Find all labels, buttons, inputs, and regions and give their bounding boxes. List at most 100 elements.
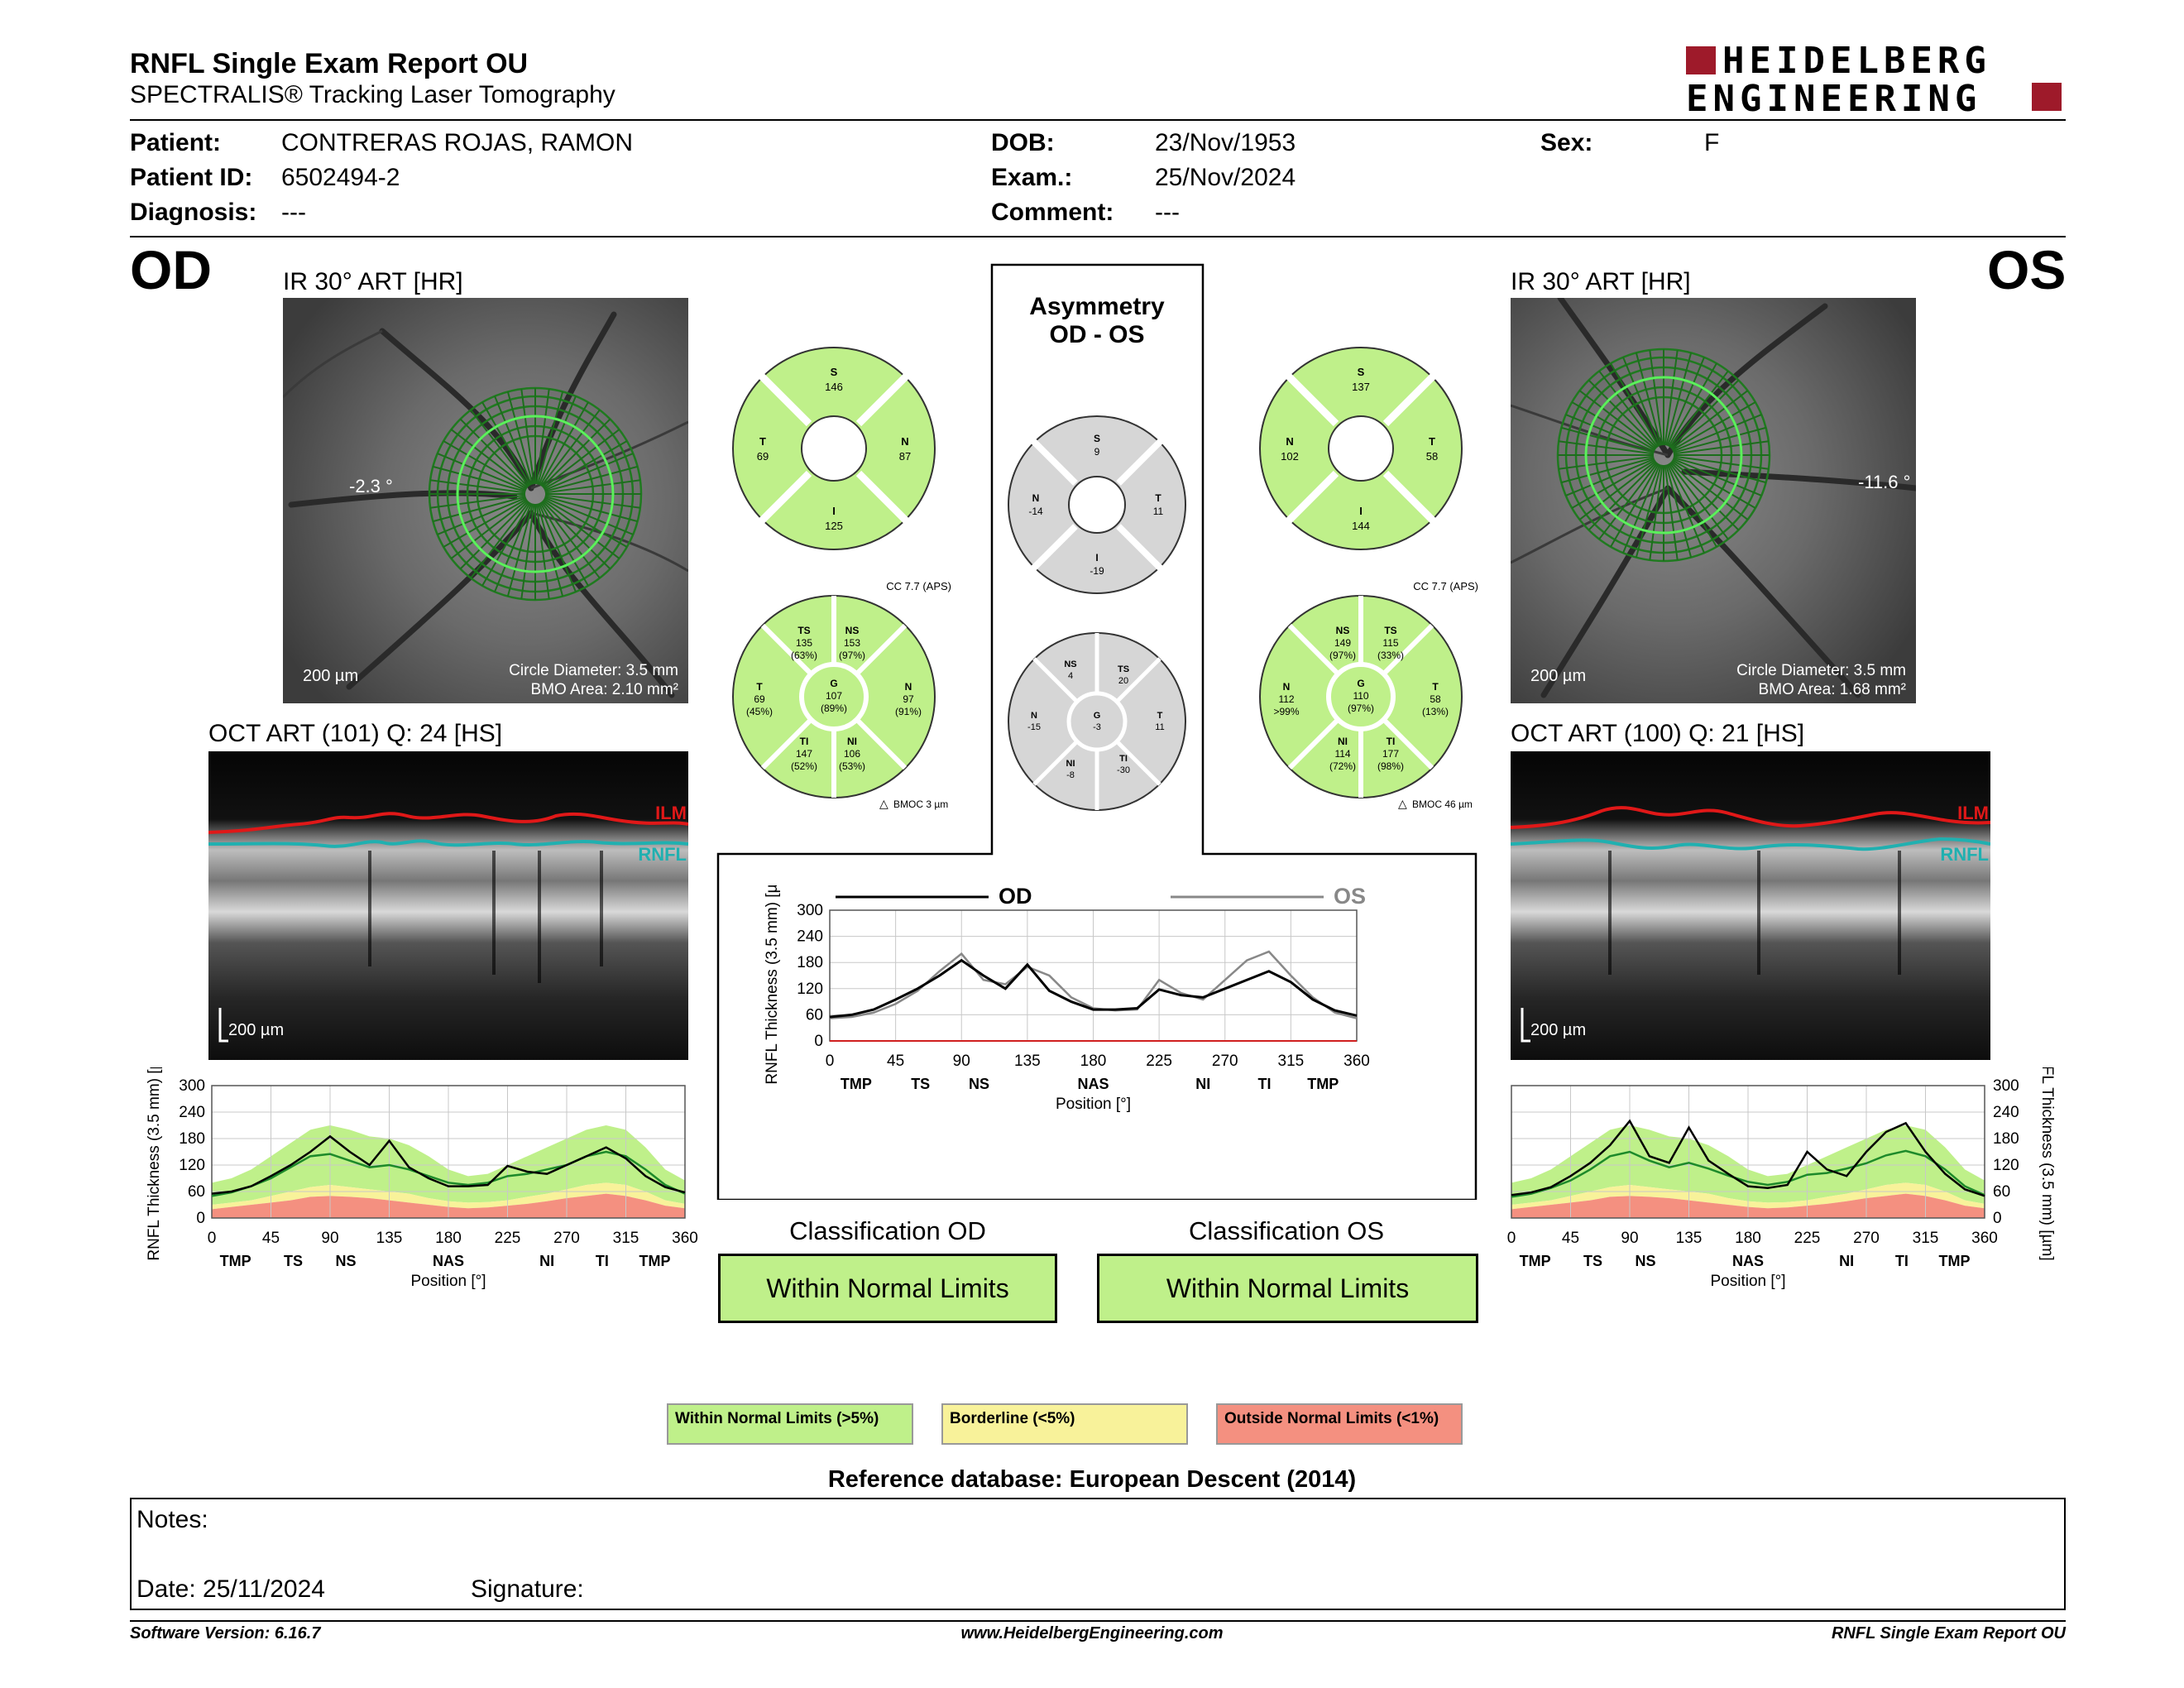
- asym-sec-ts: 20: [1118, 676, 1128, 686]
- os-sector-circle: NS 149 (97%) TS 115 (33%) N 112 >99% G 1…: [1259, 595, 1463, 798]
- od-cc: CC 7.7 (APS): [886, 580, 951, 592]
- legend-normal: Within Normal Limits (>5%): [667, 1403, 913, 1445]
- notes-box[interactable]: Notes: Date: 25/11/2024 Signature:: [130, 1498, 2066, 1610]
- x-tick-label: 135: [376, 1230, 403, 1247]
- od-classification-text: Within Normal Limits: [766, 1273, 1009, 1303]
- comment-value: ---: [1155, 199, 1180, 226]
- od-quad-i: 125: [825, 520, 843, 532]
- od-sec-t-p: (45%): [746, 706, 773, 717]
- asym-quad-t: 11: [1153, 506, 1164, 517]
- os-eye-label: OS: [1987, 239, 2067, 300]
- os-classification-box: Within Normal Limits: [1097, 1254, 1478, 1323]
- sector-label: TMP: [1520, 1253, 1551, 1269]
- os-circle-diameter: Circle Diameter: 3.5 mm: [1736, 662, 1906, 679]
- y-tick-label: 60: [806, 1006, 823, 1024]
- comment-label: Comment:: [991, 199, 1114, 226]
- od-classification-box: Within Normal Limits: [718, 1254, 1057, 1323]
- exam-value: 25/Nov/2024: [1155, 164, 1296, 191]
- od-bmoc: BMOC 3 µm: [893, 798, 948, 810]
- sector-label: TS: [911, 1076, 930, 1092]
- svg-text:TS: TS: [1118, 664, 1129, 674]
- od-sec-ts: 135: [796, 637, 812, 649]
- od-oct-scale: 200 µm: [228, 1021, 285, 1039]
- os-bmoc: BMOC 46 µm: [1412, 798, 1473, 810]
- svg-text:T: T: [1157, 711, 1163, 721]
- od-sec-ns: 153: [844, 637, 860, 649]
- x-tick-label: 0: [826, 1053, 835, 1070]
- os-sec-ns-p: (97%): [1329, 650, 1356, 661]
- y-tick-label: 240: [797, 928, 823, 946]
- svg-text:I: I: [1359, 505, 1363, 517]
- y-tick-label: 180: [1993, 1130, 2019, 1148]
- y-axis-label: RNFL Thickness (3.5 mm) [µm]: [2038, 1067, 2056, 1261]
- asym-sec-ni: -8: [1066, 770, 1075, 780]
- x-tick-label: 90: [1621, 1230, 1638, 1247]
- patient-label: Patient:: [130, 129, 222, 156]
- sector-label: NI: [539, 1253, 554, 1269]
- od-sec-n: 97: [903, 693, 914, 705]
- software-version: Software Version: 6.16.7: [130, 1624, 321, 1642]
- svg-text:N: N: [1031, 711, 1037, 721]
- asym-quad-n: -14: [1028, 506, 1043, 517]
- plot-frame: [1511, 1085, 1985, 1219]
- y-axis-label: RNFL Thickness (3.5 mm) [µm]: [146, 1067, 163, 1261]
- os-sec-ts-p: (33%): [1377, 650, 1404, 661]
- sector-label: TS: [1583, 1253, 1602, 1269]
- os-angle-label: -11.6 °: [1858, 472, 1911, 492]
- x-tick-label: 135: [1014, 1053, 1041, 1070]
- os-oct-title: OCT ART (100) Q: 21 [HS]: [1511, 720, 1805, 747]
- svg-text:NS: NS: [1336, 625, 1350, 636]
- reference-database: Reference database: European Descent (20…: [827, 1466, 1357, 1493]
- y-tick-label: 60: [188, 1183, 205, 1201]
- os-sec-ni: 114: [1334, 748, 1350, 760]
- asym-sec-ns: 4: [1068, 671, 1073, 681]
- svg-text:I: I: [832, 505, 836, 517]
- svg-text:S: S: [1094, 433, 1100, 444]
- asym-sec-ti: -30: [1117, 765, 1130, 775]
- od-sec-ni: 106: [844, 748, 860, 760]
- asym-quad-s: 9: [1094, 446, 1100, 458]
- heidelberg-logo: HEIDELBERG ENGINEERING: [1686, 40, 2067, 120]
- x-tick-label: 180: [1735, 1230, 1761, 1247]
- y-tick-label: 240: [1993, 1104, 2019, 1121]
- x-tick-label: 225: [1146, 1053, 1172, 1070]
- y-tick-label: 60: [1993, 1183, 2010, 1201]
- svg-text:NI: NI: [847, 736, 857, 747]
- os-sec-n-p: >99%: [1273, 706, 1299, 717]
- dob-label: DOB:: [991, 129, 1055, 156]
- asymmetry-subtitle: OD - OS: [1049, 321, 1144, 348]
- x-tick-label: 225: [495, 1230, 521, 1247]
- footer-report-name: RNFL Single Exam Report OU: [1831, 1624, 2066, 1642]
- sector-label: NS: [336, 1253, 357, 1269]
- os-oct-scale: 200 µm: [1530, 1021, 1587, 1039]
- report-subtitle: SPECTRALIS® Tracking Laser Tomography: [130, 81, 615, 108]
- os-bmo-area: BMO Area: 1.68 mm²: [1758, 681, 1906, 698]
- svg-text:N: N: [901, 435, 908, 448]
- asymmetry-quadrant-circle: S 9 N -14 T 11 I -19: [1008, 415, 1186, 594]
- x-tick-label: 90: [953, 1053, 970, 1070]
- sex-value: F: [1704, 129, 1720, 156]
- svg-text:N: N: [1286, 435, 1293, 448]
- od-rnfl-label: RNFL: [638, 844, 687, 865]
- logo-text-line2: ENGINEERING: [1686, 78, 1982, 120]
- y-tick-label: 120: [179, 1157, 205, 1174]
- dob-value: 23/Nov/1953: [1155, 129, 1296, 156]
- legend-outside: Outside Normal Limits (<1%): [1216, 1403, 1463, 1445]
- website-link[interactable]: www.HeidelbergEngineering.com: [960, 1624, 1224, 1642]
- svg-text:NS: NS: [1064, 659, 1076, 669]
- asym-sec-n: -15: [1027, 722, 1041, 732]
- svg-text:NS: NS: [845, 625, 860, 636]
- svg-text:N: N: [1032, 492, 1040, 504]
- od-sec-ns-p: (97%): [839, 650, 865, 661]
- y-tick-label: 120: [797, 981, 823, 998]
- svg-text:TI: TI: [1387, 736, 1396, 747]
- legend-od-label: OD: [999, 885, 1032, 909]
- x-tick-label: 135: [1676, 1230, 1703, 1247]
- legend-outside-text: Outside Normal Limits (<1%): [1224, 1410, 1439, 1427]
- sector-label: NAS: [1077, 1076, 1109, 1092]
- os-sec-t-p: (13%): [1422, 706, 1449, 717]
- sector-label: NI: [1839, 1253, 1854, 1269]
